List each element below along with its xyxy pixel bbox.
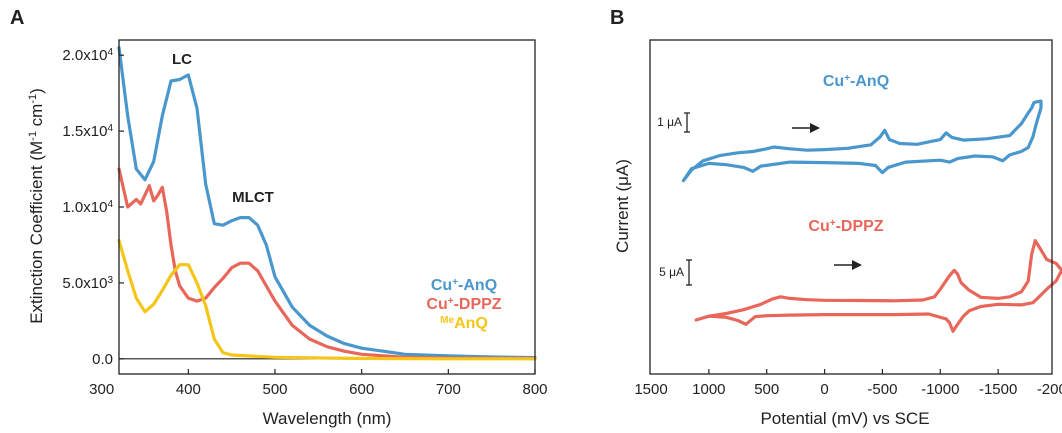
panel-b-ylabel: Current (μA) (613, 159, 632, 253)
scan-arrow-top (792, 123, 820, 133)
y-tick-label: 0.0 (92, 351, 113, 368)
x-tick-label: 500 (754, 381, 779, 398)
x-tick-label: 600 (349, 381, 374, 398)
x-tick-label: 400 (176, 381, 201, 398)
x-tick-label: 0 (820, 381, 828, 398)
y-tick-label: 2.0x104 (62, 47, 113, 65)
x-tick-label: 1000 (692, 381, 725, 398)
panel-a-xlabel: Wavelength (nm) (263, 409, 392, 428)
panel-b-xlabel: Potential (mV) vs SCE (760, 409, 929, 428)
x-tick-label: -2000 (1037, 381, 1062, 398)
annotation-mlct: MLCT (232, 189, 274, 206)
legend-me-anq: MeAnQ (440, 315, 488, 333)
label-cu-anq: Cu+-AnQ (823, 73, 889, 91)
y-tick-label: 5.0x103 (62, 274, 113, 292)
x-tick-label: -1000 (921, 381, 959, 398)
y-tick-label: 1.5x104 (62, 123, 113, 141)
scale-top-label: 1 μA (657, 115, 682, 129)
annotation-lc: LC (172, 51, 192, 68)
cv-curve-1 (694, 239, 1062, 333)
panel-b-plot: 1500 1000 500 0 -500 -1000 -1500 -2000 (634, 39, 1062, 398)
scale-bottom-label: 5 μA (659, 265, 684, 279)
x-tick-label: 1500 (634, 381, 667, 398)
panel-b-label: B (610, 7, 624, 29)
panel-a-curves (117, 45, 537, 361)
x-tick-label: 300 (89, 381, 114, 398)
panel-a-legend: Cu+-AnQ Cu+-DPPZ MeAnQ (426, 277, 501, 333)
series-line-0 (117, 45, 537, 360)
x-tick-label: 800 (522, 381, 547, 398)
series-line-1 (117, 167, 537, 361)
series-line-2 (117, 238, 537, 361)
panel-a-ticks: 300 400 500 600 700 800 0.0 5.0x103 1.0x104 1.5x1… (62, 47, 547, 398)
scale-bar-bottom: 5 μA (659, 259, 692, 286)
cv-curve-0 (681, 99, 1043, 183)
label-cu-dppz: Cu+-DPPZ (808, 218, 883, 236)
x-tick-label: 500 (262, 381, 287, 398)
x-tick-label: -1500 (979, 381, 1017, 398)
x-tick-label: 700 (436, 381, 461, 398)
scale-bar-top: 1 μA (657, 112, 690, 133)
x-tick-label: -500 (867, 381, 897, 398)
panel-a-ylabel: Extinction Coefficient (M-1 cm-1) (27, 88, 46, 324)
panel-b-curves (681, 99, 1062, 333)
panel-a-plot: 300 400 500 600 700 800 0.0 5.0x103 1.0x104 1.5x1… (62, 39, 548, 398)
y-tick-label: 1.0x104 (62, 199, 113, 217)
scan-arrow-bottom (834, 260, 862, 270)
panel-b-ticks: 1500 1000 500 0 -500 -1000 -1500 -2000 (634, 369, 1062, 398)
panel-b-frame (649, 39, 1053, 375)
legend-cu-dppz: Cu+-DPPZ (426, 296, 501, 314)
legend-cu-anq: Cu+-AnQ (431, 277, 497, 295)
panel-a-label: A (10, 7, 24, 29)
